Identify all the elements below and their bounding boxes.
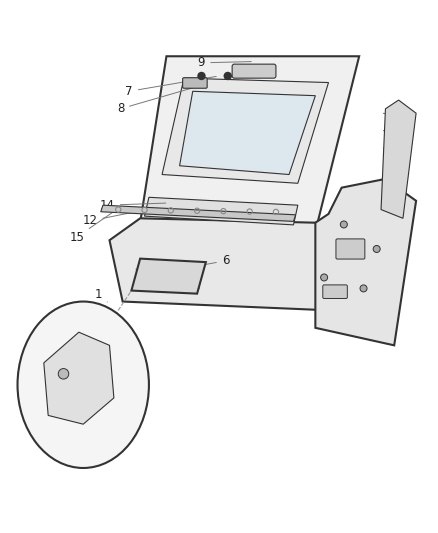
Text: 6: 6 xyxy=(204,254,230,268)
Text: 14: 14 xyxy=(100,199,166,212)
Circle shape xyxy=(224,72,231,79)
Text: 7: 7 xyxy=(125,76,216,98)
FancyBboxPatch shape xyxy=(232,64,276,78)
Polygon shape xyxy=(315,179,416,345)
Polygon shape xyxy=(140,56,359,231)
Polygon shape xyxy=(381,100,416,219)
Polygon shape xyxy=(162,78,328,183)
Text: 12: 12 xyxy=(82,208,153,228)
Text: 1: 1 xyxy=(95,288,107,302)
Text: 8: 8 xyxy=(117,84,205,115)
FancyBboxPatch shape xyxy=(323,285,347,298)
Polygon shape xyxy=(145,197,298,225)
FancyBboxPatch shape xyxy=(336,239,365,259)
Polygon shape xyxy=(180,91,315,174)
Circle shape xyxy=(198,72,205,79)
Ellipse shape xyxy=(18,302,149,468)
Circle shape xyxy=(340,221,347,228)
Polygon shape xyxy=(44,332,114,424)
FancyBboxPatch shape xyxy=(183,78,207,88)
Text: 5: 5 xyxy=(35,349,65,368)
Polygon shape xyxy=(101,205,296,221)
Polygon shape xyxy=(131,259,206,294)
Circle shape xyxy=(321,274,328,281)
Polygon shape xyxy=(110,219,359,310)
Circle shape xyxy=(58,368,69,379)
Text: 11: 11 xyxy=(240,126,255,144)
Circle shape xyxy=(373,246,380,253)
Text: 15: 15 xyxy=(69,212,114,244)
Circle shape xyxy=(360,285,367,292)
Text: 9: 9 xyxy=(198,56,251,69)
